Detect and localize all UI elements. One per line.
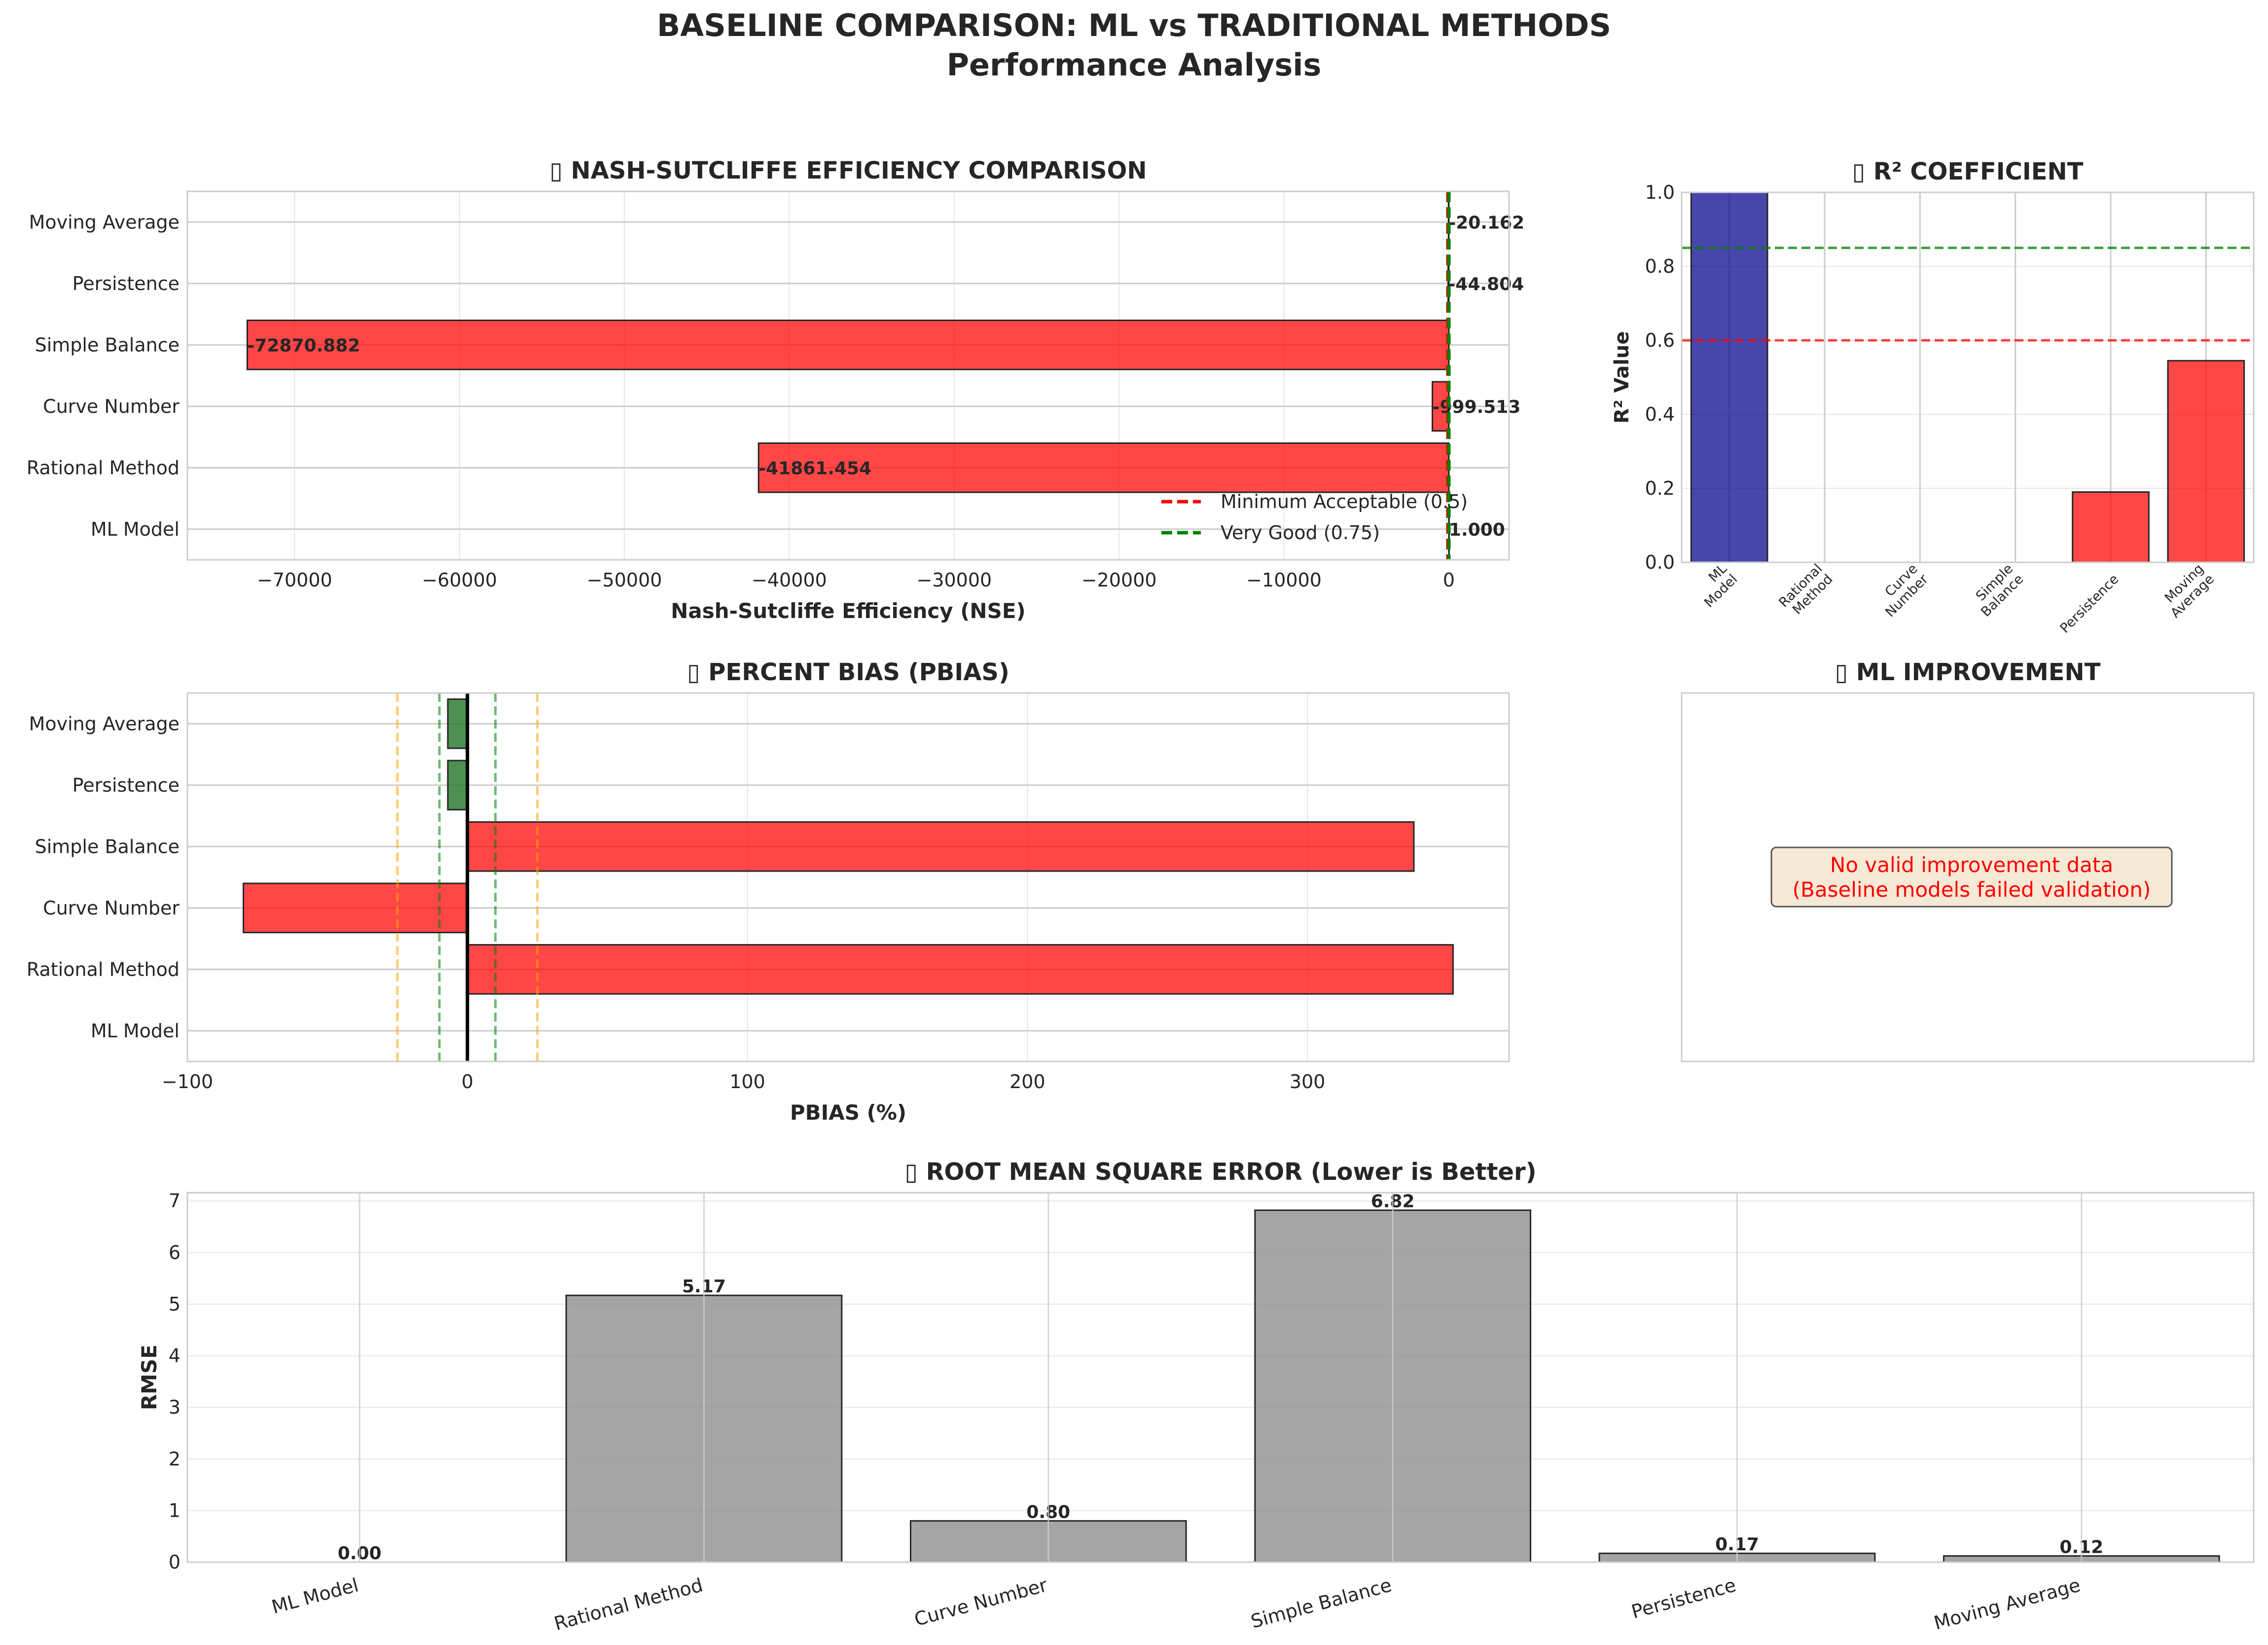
rmse-x-tick-label: Moving Average bbox=[1932, 1574, 2083, 1634]
nse-y-tick-label: ML Model bbox=[91, 518, 180, 540]
r2-bar bbox=[2167, 360, 2245, 563]
pbias-x-tick-label: 0 bbox=[462, 1071, 473, 1093]
pbias-y-tick-label: ML Model bbox=[91, 1020, 180, 1042]
r2-y-tick-label: 0.0 bbox=[1645, 551, 1675, 573]
rmse-y-tick-label: 7 bbox=[169, 1190, 180, 1212]
nse-value-label: -72870.882 bbox=[247, 335, 360, 356]
nse-y-tick-label: Rational Method bbox=[27, 457, 180, 478]
nse-axes-frame bbox=[186, 190, 1510, 561]
rmse-y-axis-label: RMSE bbox=[137, 1345, 161, 1410]
pbias-x-tick-label: −100 bbox=[162, 1071, 213, 1093]
r2-y-axis-label: R² Value bbox=[1611, 331, 1633, 423]
nse-value-label: -20.162 bbox=[1448, 213, 1524, 233]
nse-legend-label: Minimum Acceptable (0.5) bbox=[1221, 491, 1468, 512]
rmse-x-tick-label: Curve Number bbox=[912, 1574, 1049, 1630]
r2-y-tick-label: 1.0 bbox=[1645, 182, 1675, 203]
rmse-y-tick-label: 2 bbox=[169, 1448, 180, 1470]
pbias-bar bbox=[467, 944, 1454, 995]
pbias-x-tick-label: 100 bbox=[729, 1071, 765, 1093]
pbias-y-tick-label: Curve Number bbox=[43, 897, 180, 919]
rmse-x-tick-label: Simple Balance bbox=[1249, 1574, 1394, 1632]
pbias-bar bbox=[243, 882, 468, 934]
improvement-title: ▯ ML IMPROVEMENT bbox=[1835, 658, 2101, 686]
nse-bar bbox=[1432, 381, 1450, 432]
nse-y-tick-label: Simple Balance bbox=[35, 334, 180, 356]
rmse-axes-frame bbox=[186, 1192, 2255, 1563]
rmse-x-tick-label: ML Model bbox=[269, 1574, 360, 1618]
pbias-x-axis-label: PBIAS (%) bbox=[790, 1100, 906, 1125]
nse-title: ▯ NASH-SUTCLIFFE EFFICIENCY COMPARISON bbox=[549, 157, 1147, 184]
improvement-axes-frame bbox=[1681, 692, 2255, 1062]
nse-x-tick-label: −70000 bbox=[257, 569, 332, 591]
r2-x-tick-label: Persistence bbox=[2057, 572, 2122, 636]
nse-bar bbox=[246, 319, 1450, 370]
nse-value-label: -44.804 bbox=[1448, 274, 1524, 294]
r2-bar bbox=[1690, 191, 1768, 563]
rmse-title: ▯ ROOT MEAN SQUARE ERROR (Lower is Bette… bbox=[904, 1158, 1536, 1186]
r2-y-tick-label: 0.8 bbox=[1645, 256, 1675, 277]
nse-y-tick-label: Persistence bbox=[72, 273, 180, 294]
pbias-x-tick-label: 300 bbox=[1290, 1071, 1326, 1093]
improvement-message-box bbox=[1770, 846, 2173, 908]
nse-x-axis-label: Nash-Sutcliffe Efficiency (NSE) bbox=[671, 599, 1025, 623]
figure-title: BASELINE COMPARISON: ML vs TRADITIONAL M… bbox=[656, 7, 1612, 43]
nse-y-tick-label: Curve Number bbox=[43, 396, 180, 417]
pbias-y-tick-label: Persistence bbox=[72, 774, 180, 796]
nse-legend-label: Very Good (0.75) bbox=[1221, 522, 1380, 544]
pbias-bar bbox=[447, 760, 468, 811]
r2-y-tick-label: 0.2 bbox=[1645, 477, 1675, 499]
nse-value-label: -41861.454 bbox=[758, 458, 871, 478]
nse-x-tick-label: −40000 bbox=[752, 569, 827, 591]
rmse-x-tick-label: Persistence bbox=[1629, 1574, 1738, 1623]
pbias-y-tick-label: Moving Average bbox=[29, 713, 180, 734]
r2-bar bbox=[2072, 491, 2150, 563]
r2-y-tick-label: 0.4 bbox=[1645, 403, 1675, 425]
nse-x-tick-label: −20000 bbox=[1081, 569, 1157, 591]
figure-subtitle: Performance Analysis bbox=[946, 47, 1322, 83]
pbias-bar bbox=[447, 698, 468, 749]
improvement-message-line2: (Baseline models failed validation) bbox=[1793, 877, 2151, 902]
rmse-y-tick-label: 0 bbox=[169, 1551, 180, 1573]
rmse-y-tick-label: 1 bbox=[169, 1499, 180, 1521]
nse-bar bbox=[757, 442, 1450, 493]
nse-x-tick-label: −10000 bbox=[1246, 569, 1322, 591]
r2-axes-frame bbox=[1681, 191, 2255, 563]
rmse-y-tick-label: 5 bbox=[169, 1293, 180, 1315]
nse-value-label: -999.513 bbox=[1433, 397, 1521, 417]
rmse-y-tick-label: 4 bbox=[169, 1345, 180, 1367]
nse-y-tick-label: Moving Average bbox=[29, 211, 180, 233]
rmse-x-tick-label: Rational Method bbox=[552, 1574, 705, 1635]
improvement-message-line1: No valid improvement data bbox=[1830, 853, 2113, 877]
nse-value-label: 1.000 bbox=[1449, 520, 1505, 540]
pbias-x-tick-label: 200 bbox=[1009, 1071, 1045, 1093]
pbias-title: ▯ PERCENT BIAS (PBIAS) bbox=[687, 658, 1009, 686]
pbias-y-tick-label: Rational Method bbox=[27, 958, 180, 980]
rmse-y-tick-label: 6 bbox=[169, 1242, 180, 1263]
r2-y-tick-label: 0.6 bbox=[1645, 329, 1675, 351]
nse-x-tick-label: −30000 bbox=[916, 569, 992, 591]
nse-x-tick-label: −50000 bbox=[587, 569, 662, 591]
nse-x-tick-label: 0 bbox=[1443, 569, 1455, 591]
r2-title: ▯ R² COEFFICIENT bbox=[1852, 158, 2084, 185]
pbias-bar bbox=[467, 821, 1415, 872]
r2-x-tick-group: Persistence bbox=[2057, 572, 2122, 636]
nse-x-tick-label: −60000 bbox=[422, 569, 497, 591]
pbias-axes-frame bbox=[186, 692, 1510, 1062]
rmse-y-tick-label: 3 bbox=[169, 1396, 180, 1418]
pbias-y-tick-label: Simple Balance bbox=[35, 836, 180, 857]
